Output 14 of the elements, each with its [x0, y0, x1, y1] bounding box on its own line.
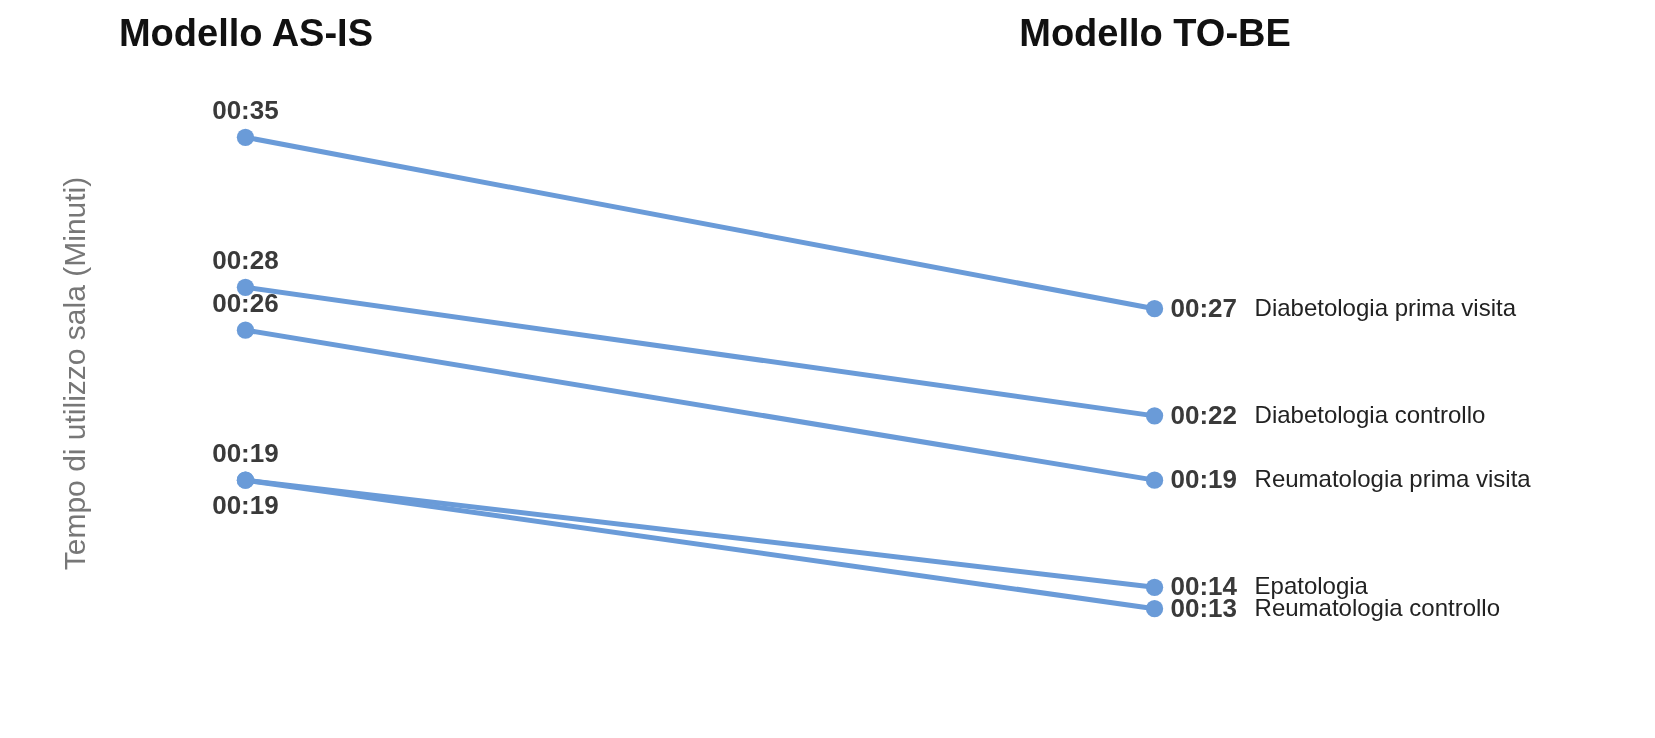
data-label: 00:19: [212, 490, 279, 521]
data-label: 00:27: [1170, 292, 1238, 323]
data-label: 00:28: [212, 245, 279, 276]
y-axis-title: Tempo di utilizzo sala (Minuti): [57, 176, 91, 571]
data-label: 00:26: [212, 288, 279, 319]
data-label: 00:35: [212, 95, 279, 126]
text: Diabetologia controllo: [1254, 400, 1486, 428]
data-label: 00:19: [1170, 464, 1238, 495]
x-tick-label: Modello AS-IS: [118, 11, 373, 54]
data-label: 00:22: [1170, 399, 1238, 430]
data-label: 00:19: [212, 438, 279, 469]
text: Reumatologia prima visita: [1254, 465, 1532, 493]
text: Diabetologia prima visita: [1254, 293, 1517, 321]
x-tick-label: Modello TO-BE: [1019, 11, 1291, 54]
